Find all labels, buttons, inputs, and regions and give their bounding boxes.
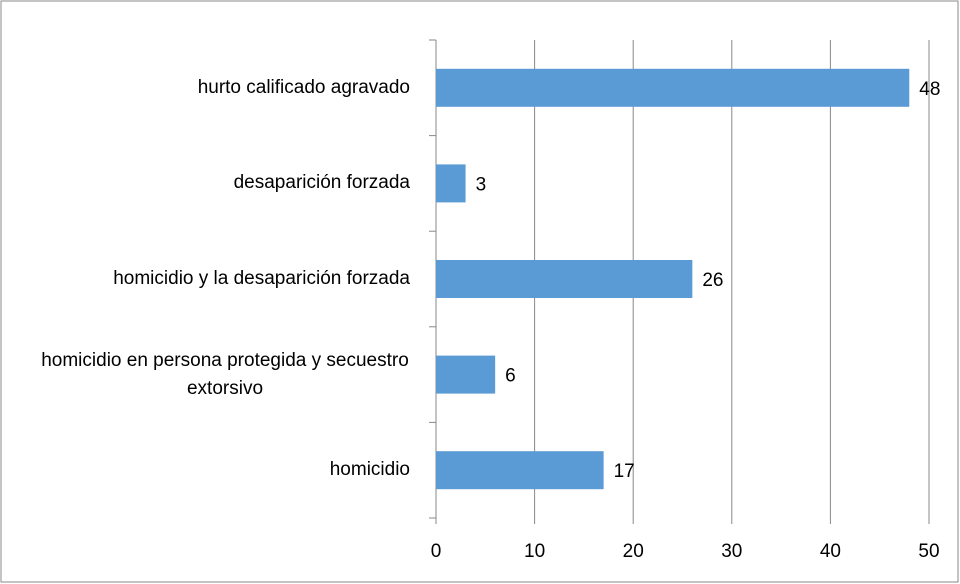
bar [436,164,466,203]
x-tick-label: 40 [820,541,841,562]
category-label: hurto calificado agravado [197,76,410,98]
category-label: homicidio y la desaparición forzada [113,268,410,289]
category-label: homicidio [329,459,410,481]
bar [436,355,496,394]
value-label: 48 [919,79,940,100]
x-tick-label: 30 [721,541,742,562]
x-tick-label: 50 [918,541,939,562]
value-label: 6 [505,366,516,387]
bar [436,451,604,490]
bar [436,260,693,298]
bar [436,68,910,107]
value-label: 26 [702,270,723,291]
category-label: desaparición forzada [233,172,410,194]
value-label: 3 [476,174,487,195]
category-label: homicidio en persona protegida y secuest… [41,349,409,399]
x-tick-label: 0 [431,541,442,562]
x-tick-label: 10 [524,541,545,562]
x-tick-label: 20 [623,541,644,562]
value-label: 17 [614,461,635,482]
